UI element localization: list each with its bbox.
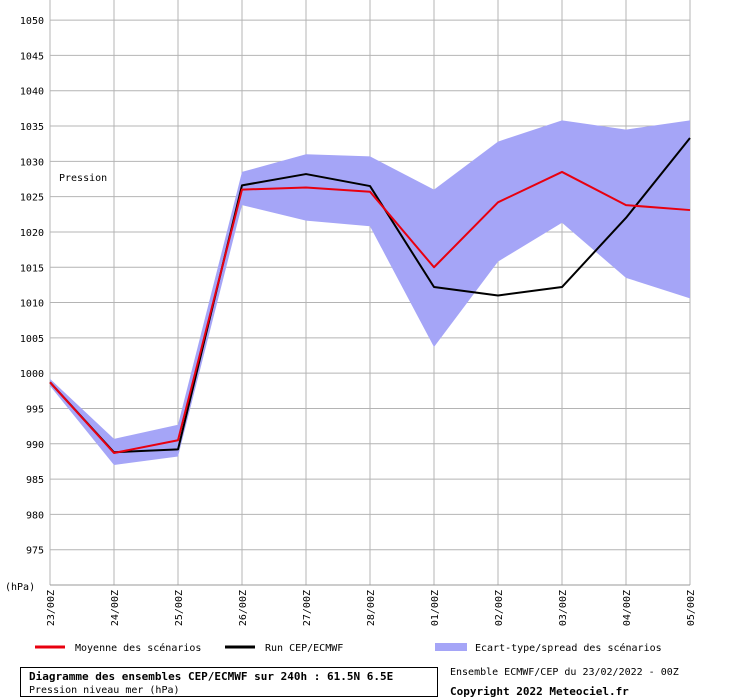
series-run-line [49, 137, 691, 454]
legend-label: Run CEP/ECMWF [265, 643, 343, 654]
y-tick-label: 980 [26, 510, 44, 521]
legend-label: Moyenne des scénarios [75, 642, 201, 654]
y-tick-label: 1045 [20, 51, 44, 62]
x-axis: 23/00Z 24/00Z 25/00Z 26/00Z 27/00Z 28/00Z 01/0… [46, 590, 697, 626]
y-tick-label: 1020 [20, 228, 44, 239]
grid [49, 0, 691, 586]
series-lines [49, 137, 691, 454]
x-tick-label: 28/00Z [366, 590, 377, 626]
chart-annotation: Pression [59, 173, 107, 184]
y-tick-label: 1005 [20, 334, 44, 345]
y-tick-label: 995 [26, 404, 44, 415]
y-tick-label: 990 [26, 440, 44, 451]
legend: Moyenne des scénarios Run CEP/ECMWF Ecart-… [35, 642, 662, 654]
y-tick-label: 1010 [20, 299, 44, 310]
x-tick-label: 26/00Z [238, 590, 249, 626]
series-mean-line [49, 170, 691, 454]
y-unit-label: (hPa) [5, 582, 35, 593]
x-tick-label: 03/00Z [558, 590, 569, 626]
x-tick-label: 25/00Z [174, 590, 185, 626]
y-tick-label: 1025 [20, 193, 44, 204]
x-tick-label: 24/00Z [110, 590, 121, 626]
y-tick-label: 1040 [20, 87, 44, 98]
x-tick-label: 01/00Z [430, 590, 441, 626]
y-tick-label: 1000 [20, 369, 44, 380]
footer-subtitle: Pression niveau mer (hPa) [29, 685, 180, 696]
x-tick-label: 27/00Z [302, 590, 313, 626]
y-tick-label: 1035 [20, 122, 44, 133]
x-tick-label: 23/00Z [46, 590, 57, 626]
footer-run-info: Ensemble ECMWF/CEP du 23/02/2022 - 00Z [450, 667, 679, 678]
y-tick-label: 975 [26, 546, 44, 557]
footer-info-box: Diagramme des ensembles CEP/ECMWF sur 24… [20, 667, 438, 697]
y-tick-label: 985 [26, 475, 44, 486]
y-axis: 975 980 985 990 995 1000 1005 1010 1015 1020 1025 1… [20, 16, 44, 557]
x-tick-label: 02/00Z [494, 590, 505, 626]
x-tick-label: 05/00Z [686, 590, 697, 626]
y-tick-label: 1015 [20, 263, 44, 274]
x-tick-label: 04/00Z [622, 590, 633, 626]
footer-title: Diagramme des ensembles CEP/ECMWF sur 24… [29, 670, 394, 683]
legend-swatch-spread [435, 643, 467, 651]
spread-band [50, 120, 690, 465]
footer-copyright: Copyright 2022 Meteociel.fr [450, 685, 629, 698]
y-tick-label: 1050 [20, 16, 44, 27]
chart: 975 980 985 990 995 1000 1005 1010 1015 1020 1025 1… [5, 0, 697, 654]
legend-label: Ecart-type/spread des scénarios [475, 642, 662, 654]
y-tick-label: 1030 [20, 157, 44, 168]
spread-band-layer [50, 120, 690, 465]
